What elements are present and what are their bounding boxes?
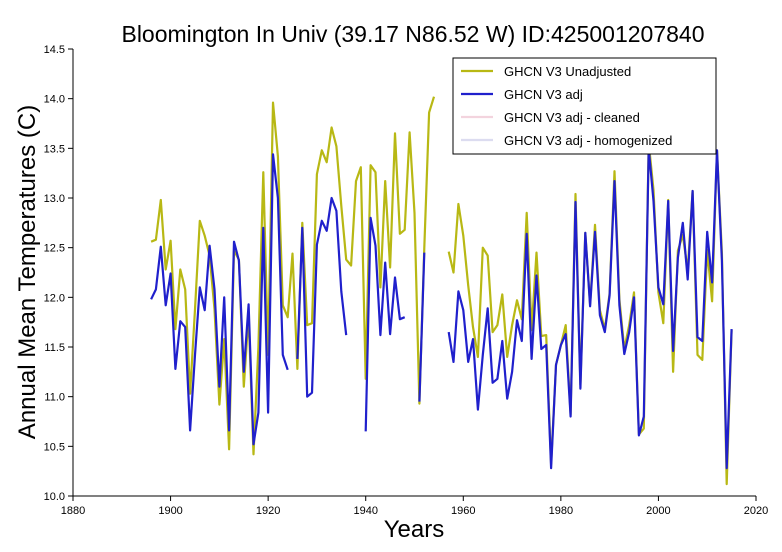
plot-area bbox=[150, 96, 733, 486]
series-line-0 bbox=[150, 96, 733, 486]
y-tick-label: 13.5 bbox=[44, 143, 65, 155]
y-tick-label: 14.5 bbox=[44, 44, 65, 56]
y-tick-label: 10.0 bbox=[44, 491, 65, 503]
legend-label: GHCN V3 adj bbox=[504, 87, 583, 102]
y-axis-label: Annual Mean Temperatures (C) bbox=[14, 105, 41, 439]
y-tick-label: 13.0 bbox=[44, 193, 65, 205]
legend-box bbox=[452, 57, 717, 155]
x-tick-label: 1940 bbox=[353, 505, 377, 517]
x-tick-label: 1880 bbox=[61, 505, 85, 517]
x-tick-label: 1960 bbox=[451, 505, 475, 517]
x-tick-label: 2020 bbox=[744, 505, 768, 517]
x-tick-label: 1980 bbox=[549, 505, 573, 517]
axes: 10.0 10.5 11.0 11.5 12.0 12.5 13.0 13.5 14.0 14.5… bbox=[44, 44, 769, 517]
legend-label: GHCN V3 adj - cleaned bbox=[504, 110, 640, 125]
y-tick-label: 14.0 bbox=[44, 94, 65, 106]
x-tick-label: 2000 bbox=[646, 505, 670, 517]
x-tick-label: 1920 bbox=[256, 505, 280, 517]
y-tick-label: 11.5 bbox=[44, 342, 65, 354]
legend: GHCN V3 Unadjusted GHCN V3 adj GHCN V3 adj… bbox=[452, 57, 717, 155]
legend-label: GHCN V3 adj - homogenized bbox=[504, 133, 672, 148]
x-tick-label: 1900 bbox=[158, 505, 182, 517]
y-tick-label: 12.0 bbox=[44, 292, 65, 304]
y-tick-label: 10.5 bbox=[44, 441, 65, 453]
y-tick-label: 12.5 bbox=[44, 243, 65, 255]
legend-label: GHCN V3 Unadjusted bbox=[504, 64, 631, 79]
series-line-1 bbox=[150, 147, 733, 470]
chart-title: Bloomington In Univ (39.17 N86.52 W) ID:… bbox=[121, 21, 704, 47]
y-tick-label: 11.0 bbox=[44, 392, 65, 404]
x-axis-label: Years bbox=[384, 516, 445, 543]
